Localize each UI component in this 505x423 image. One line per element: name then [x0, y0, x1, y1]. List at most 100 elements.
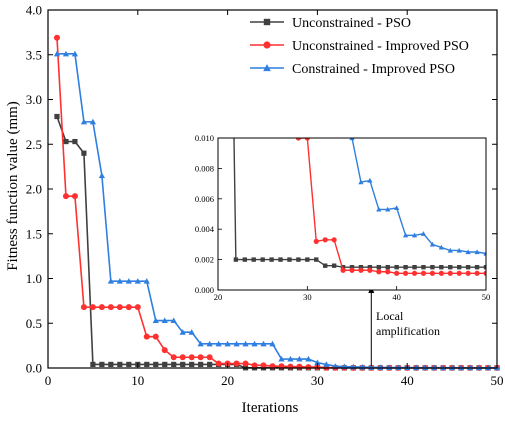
x-axis-label: Iterations: [242, 400, 299, 416]
series-1-point: [90, 361, 96, 368]
series-3-point: [296, 355, 303, 362]
series-3-point: [215, 340, 222, 347]
inset-y-tick-label: 0.010: [195, 133, 214, 143]
y-tick-label: 4.0: [26, 3, 42, 18]
series-2-point: [233, 360, 240, 367]
annotation-line-1: Local: [376, 309, 404, 323]
inset-series-2-point: [465, 270, 471, 276]
inset-series-1-point: [278, 257, 283, 262]
inset-series-1-point: [296, 257, 301, 262]
inset-series-2-point: [474, 270, 480, 276]
series-3-point: [260, 340, 267, 347]
series-3-point: [170, 317, 177, 324]
inset-series-1-point: [457, 265, 462, 270]
series-1-point: [153, 361, 159, 368]
inset-series-1-point: [403, 265, 408, 270]
inset-series-3-point: [447, 247, 453, 253]
inset-series-2-point: [456, 270, 462, 276]
inset-series-1-point: [242, 257, 247, 262]
x-tick-label: 30: [311, 373, 324, 388]
series-2-point: [170, 354, 177, 361]
inset-series-2-point: [483, 270, 486, 276]
series-3-point: [242, 340, 249, 347]
series-2-point: [188, 354, 195, 361]
inset-series-2-point: [429, 270, 435, 276]
inset-series-1-point: [233, 257, 239, 262]
inset-series-3-point: [367, 177, 373, 183]
y-tick-label: 2.5: [26, 137, 42, 152]
inset-x-tick-label: 40: [392, 292, 401, 302]
legend-marker-2: [263, 41, 271, 49]
series-1-point: [198, 361, 204, 368]
series-3-point: [107, 278, 114, 284]
series-2-point: [260, 362, 267, 369]
inset-series-1-point: [367, 265, 373, 270]
inset-series-group: [233, 138, 486, 276]
inset-series-2-point: [295, 138, 301, 141]
series-3-point: [422, 364, 429, 371]
series-3-point: [386, 364, 393, 371]
series-2-point: [179, 354, 186, 361]
series-1-point: [126, 361, 132, 368]
series-3-point: [62, 50, 70, 57]
series-2-point: [98, 304, 105, 311]
legend-marker-1: [263, 18, 271, 26]
inset-series-1-point: [439, 265, 444, 270]
inset-y-tick-label: 0.000: [195, 285, 214, 295]
series-2-point: [107, 304, 114, 311]
inset-series-3-point: [438, 244, 444, 250]
inset-series-3-point: [385, 206, 391, 212]
inset-series-3-point: [376, 206, 382, 212]
series-2-point: [287, 363, 294, 370]
series-3-point: [269, 340, 276, 347]
series-3-point: [98, 172, 105, 179]
series-1-point: [189, 361, 195, 368]
series-2-point: [116, 304, 123, 311]
series-3-point: [89, 118, 97, 125]
series-2-point: [71, 193, 78, 200]
series-2-point: [242, 360, 249, 367]
inset-series-1-point: [349, 265, 355, 270]
legend-label-1: Unconstrained - PSO: [292, 16, 411, 31]
inset-series-1-point: [287, 257, 292, 262]
inset-series-1-point: [251, 257, 256, 262]
series-3-point: [314, 359, 321, 366]
series-1-point: [108, 361, 114, 368]
series-1-point: [162, 361, 168, 368]
y-tick-label: 0.0: [26, 361, 42, 376]
series-1-point: [207, 361, 213, 368]
inset-series-1-point: [474, 265, 480, 270]
inset-series-3-point: [420, 231, 427, 236]
series-3-point: [323, 361, 330, 367]
inset-x-tick-label: 30: [303, 292, 312, 302]
inset-series-1-point: [430, 265, 435, 270]
inset-frame: [217, 137, 487, 291]
series-3-point: [152, 317, 159, 324]
series-1-point: [144, 361, 150, 368]
series-3-point: [161, 317, 168, 324]
series-3-point: [224, 340, 231, 347]
x-tick-label: 50: [491, 373, 504, 388]
series-2-point: [215, 360, 222, 367]
x-tick-label: 40: [401, 373, 414, 388]
series-3-point: [125, 278, 132, 284]
inset-plot-area: 0.000 0.002 0.004 0.006 0.008 0.010 20 30 40 50: [195, 133, 490, 302]
series-1-point: [72, 138, 78, 145]
series-2-point: [125, 304, 132, 311]
series-3-point: [233, 340, 240, 347]
inset-series-1-point: [323, 263, 328, 268]
inset-series-3-point: [474, 249, 480, 255]
series-2-point: [161, 347, 168, 354]
inset-series-2-point: [438, 270, 444, 276]
series-3-point: [395, 364, 402, 371]
series-1-point: [63, 138, 69, 145]
inset-series-1-point: [465, 265, 471, 270]
inset-series-1-point: [385, 265, 390, 270]
inset-series-3-point: [465, 249, 471, 255]
inset-series-2-point: [349, 267, 355, 273]
inset-series-2-point: [447, 270, 453, 276]
series-2-point: [89, 304, 96, 311]
inset-series-2-point: [411, 270, 418, 276]
series-1-point: [81, 150, 87, 156]
series-3-point: [278, 355, 285, 362]
